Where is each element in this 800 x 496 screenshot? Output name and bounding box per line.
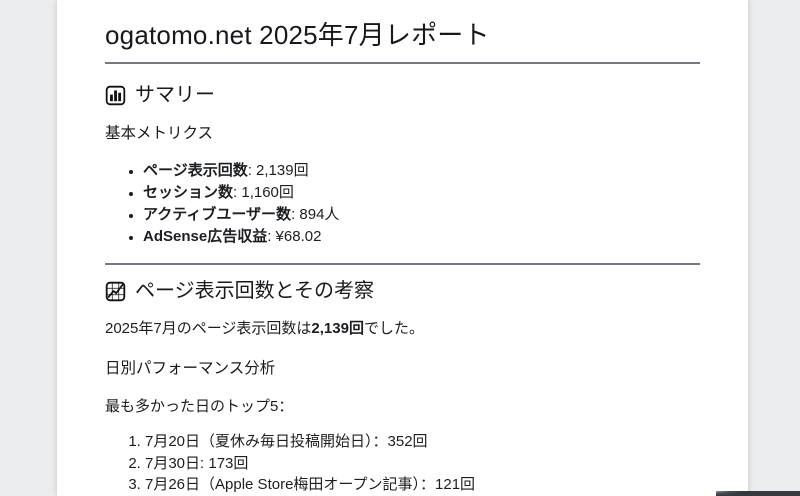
metric-value: 1,160回 — [241, 184, 294, 201]
summary-heading: サマリー — [105, 82, 700, 109]
metric-value: ¥68.02 — [275, 228, 322, 245]
bar-chart-icon — [105, 85, 126, 106]
report-title: ogatomo.net 2025年7月レポート — [105, 20, 490, 50]
pageviews-section: ページ表示回数とその考察 2025年7月のページ表示回数は2,139回でした。 … — [105, 278, 700, 496]
metric-item: AdSense広告収益: ¥68.02 — [143, 226, 700, 248]
title-divider — [105, 62, 700, 64]
metric-label: アクティブユーザー数 — [143, 206, 292, 223]
pageviews-heading-text: ページ表示回数とその考察 — [135, 280, 374, 302]
metric-item: ページ表示回数: 2,139回 — [143, 160, 700, 182]
metric-separator: : — [291, 206, 300, 223]
line-chart-icon — [105, 281, 126, 302]
pageviews-summary-text: 2025年7月のページ表示回数は2,139回でした。 — [105, 318, 700, 339]
metric-value: 894人 — [299, 206, 340, 223]
summary-heading-text: サマリー — [135, 84, 215, 106]
metric-separator: : — [247, 162, 257, 179]
pageviews-heading: ページ表示回数とその考察 — [105, 278, 700, 305]
report-page: ogatomo.net 2025年7月レポート サマリー 基本メトリクス ページ… — [57, 0, 748, 496]
metric-item: アクティブユーザー数: 894人 — [143, 204, 700, 226]
metric-label: セッション数 — [143, 184, 234, 201]
summary-section: サマリー 基本メトリクス ページ表示回数: 2,139回 セッション数: 1,1… — [105, 82, 700, 248]
section-divider — [105, 263, 700, 265]
intro-suffix: でした。 — [363, 320, 424, 337]
daily-analysis-subheading: 日別パフォーマンス分析 — [105, 360, 276, 377]
top-days-label: 最も多かった日のトップ5： — [105, 398, 294, 415]
metric-item: セッション数: 1,160回 — [143, 182, 700, 204]
taskbar-edge — [716, 491, 800, 496]
top-day-item: 7月20日（夏休み毎日投稿開始日）：352回 — [145, 431, 700, 453]
top-days-list: 7月20日（夏休み毎日投稿開始日）：352回 7月30日: 173回 7月26日… — [105, 431, 700, 496]
metrics-subheading: 基本メトリクス — [105, 125, 214, 142]
intro-prefix: 2025年7月のページ表示回数は — [105, 320, 312, 337]
metrics-list: ページ表示回数: 2,139回 セッション数: 1,160回 アクティブユーザー… — [105, 160, 700, 248]
top-day-item: 7月26日（Apple Store梅田オープン記事）：121回 — [145, 474, 700, 496]
intro-bold-value: 2,139回 — [311, 320, 364, 337]
metric-value: 2,139回 — [256, 162, 309, 179]
metric-separator: : — [233, 184, 242, 201]
metric-label: ページ表示回数 — [143, 162, 248, 179]
metric-label: AdSense広告収益 — [143, 228, 268, 245]
top-day-item: 7月30日: 173回 — [145, 453, 700, 475]
metric-separator: : — [267, 228, 276, 245]
